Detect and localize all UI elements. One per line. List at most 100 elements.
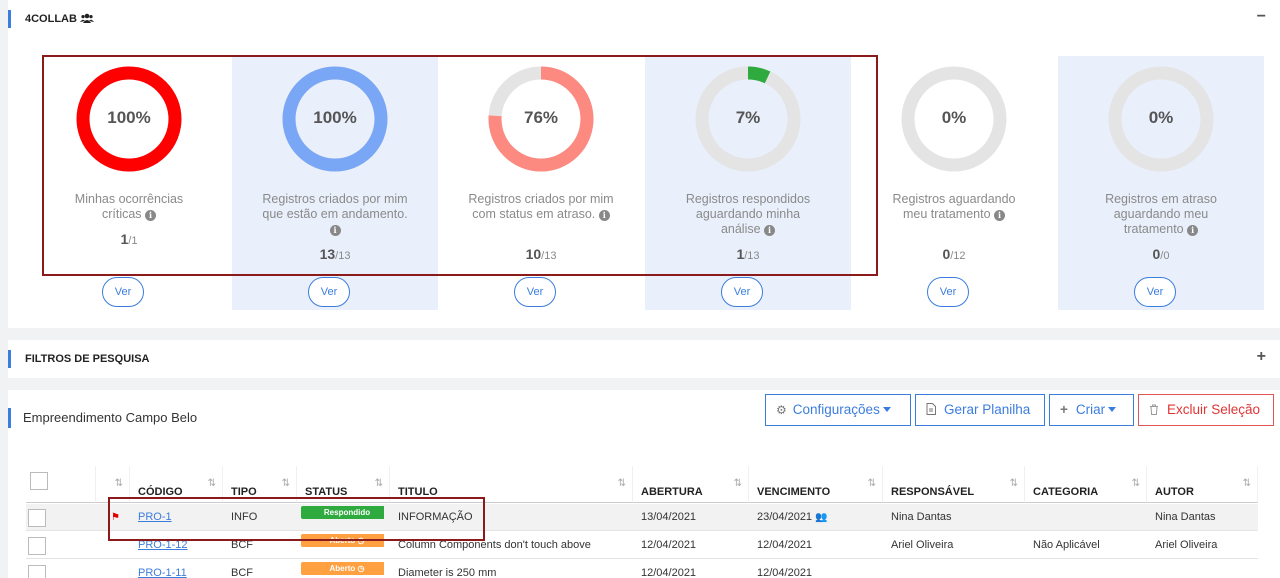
highlight-frame-row [108, 497, 485, 541]
settings-button[interactable]: ⚙ Configurações [765, 394, 911, 426]
dashboard-title: 4COLLAB [25, 13, 95, 25]
generate-spreadsheet-button[interactable]: Gerar Planilha [915, 394, 1045, 426]
card-label-text: Registros aguardando meu tratamento [892, 192, 1016, 221]
percent-value: 100% [107, 108, 151, 127]
view-button[interactable]: Ver [721, 277, 763, 307]
donut-chart [695, 66, 801, 172]
sort-icon[interactable]: ⇅ [617, 478, 626, 489]
highlight-frame-cards [42, 55, 878, 276]
plus-icon: + [1060, 402, 1068, 417]
view-button[interactable]: Ver [1134, 277, 1176, 307]
column-header-label: CATEGORIA [1033, 486, 1099, 498]
code-cell[interactable]: PRO-1-11 [138, 560, 221, 578]
card-label-text: Registros respondidos aguardando minha a… [685, 192, 811, 236]
row-checkbox[interactable] [28, 565, 46, 578]
status-cell: Aberto ◷ [301, 560, 384, 578]
card-label: Registros aguardando meu tratamento i [881, 192, 1027, 222]
donut-chart [1108, 66, 1214, 172]
collapse-button[interactable]: − [1256, 8, 1266, 25]
view-button[interactable]: Ver [102, 277, 144, 307]
author-cell: Nina Dantas [1155, 504, 1256, 531]
create-button[interactable]: + Criar [1049, 394, 1134, 426]
info-icon[interactable]: i [329, 225, 341, 236]
card-label: Registros criados por mim com status em … [468, 192, 614, 222]
opened-cell: 12/04/2021 [641, 532, 747, 559]
info-icon[interactable]: i [994, 210, 1005, 221]
column-header[interactable]: TIPO ⇅ [223, 466, 297, 503]
row-checkbox[interactable] [28, 509, 46, 527]
table-row[interactable]: PRO-1-11 BCF Aberto ◷ Diameter is 250 mm 12/… [26, 560, 1258, 578]
record-link[interactable]: PRO-1-12 [138, 539, 188, 551]
code-cell[interactable]: PRO-1 [138, 504, 221, 531]
column-header[interactable]: ABERTURA ⇅ [633, 466, 749, 503]
title-cell: INFORMAÇÃO [398, 504, 631, 531]
sort-icon[interactable]: ⇅ [374, 478, 383, 489]
donut-chart [901, 66, 1007, 172]
count-value: 0 [942, 246, 951, 262]
card-count: 0/0 [1058, 246, 1264, 262]
category-cell [1033, 560, 1145, 578]
record-link[interactable]: PRO-1-11 [138, 567, 187, 578]
count-value: 1 [736, 246, 745, 262]
view-button[interactable]: Ver [514, 277, 556, 307]
row-checkbox[interactable] [28, 537, 46, 555]
card-label-text: Minhas ocorrências críticas [74, 192, 184, 221]
sort-icon[interactable]: ⇅ [114, 478, 123, 489]
count-total: /13 [541, 250, 557, 262]
info-icon[interactable]: i [1187, 225, 1199, 236]
column-header[interactable]: RESPONSÁVEL ⇅ [883, 466, 1025, 503]
flag-icon: ⚑ [111, 512, 120, 523]
title-cell-text: Diameter is 250 mm [398, 567, 497, 578]
info-icon[interactable]: i [764, 225, 776, 236]
sort-icon[interactable]: ⇅ [1009, 478, 1018, 489]
records-table: ⇅ CÓDIGO ⇅ TIPO ⇅ STATUS ⇅ TITULO ⇅ ABERTURA ⇅ VENC… [26, 466, 1258, 578]
info-icon[interactable]: i [145, 210, 157, 221]
column-header[interactable]: STATUS ⇅ [297, 466, 390, 503]
table-row[interactable]: ⚑ PRO-1 INFO Respondido INFORMAÇÃO 13/04/2021… [26, 504, 1258, 531]
card-count: 10/13 [438, 246, 644, 262]
sort-icon[interactable]: ⇅ [867, 478, 876, 489]
column-header[interactable]: VENCIMENTO ⇅ [749, 466, 883, 503]
sort-icon[interactable]: ⇅ [733, 478, 742, 489]
donut-value-arc [695, 66, 801, 172]
expand-button[interactable]: + [1256, 348, 1266, 365]
title-cell-text: INFORMAÇÃO [398, 511, 473, 523]
column-header[interactable]: CÓDIGO ⇅ [130, 466, 223, 503]
sort-icon[interactable]: ⇅ [1242, 478, 1251, 489]
sort-icon[interactable]: ⇅ [1131, 478, 1140, 489]
column-header-label: AUTOR [1155, 486, 1194, 498]
count-total: /1 [128, 235, 138, 247]
opened-cell-text: 13/04/2021 [641, 511, 697, 523]
column-header-label: TIPO [231, 486, 257, 498]
stat-card: 76% Registros criados por mim com status … [438, 56, 644, 310]
column-header[interactable]: TITULO ⇅ [390, 466, 633, 503]
column-header[interactable]: CATEGORIA ⇅ [1025, 466, 1147, 503]
chevron-down-icon [1108, 407, 1117, 412]
type-cell-text: BCF [231, 539, 253, 551]
responsible-cell [891, 560, 1023, 578]
sort-icon[interactable]: ⇅ [207, 478, 216, 489]
stat-card: 0% Registros em atraso aguardando meu tra… [1058, 56, 1264, 310]
view-button[interactable]: Ver [308, 277, 350, 307]
title-cell: Column Components don't touch above [398, 532, 631, 559]
sort-icon[interactable]: ⇅ [281, 478, 290, 489]
dashboard-header: 4COLLAB − [8, 0, 1280, 38]
record-link[interactable]: PRO-1 [138, 511, 172, 523]
users-icon: 👥 [815, 512, 828, 523]
type-cell-text: INFO [231, 511, 258, 523]
code-cell[interactable]: PRO-1-12 [138, 532, 221, 559]
gear-icon: ⚙ [776, 403, 787, 417]
header-accent [8, 408, 11, 428]
type-cell: BCF [231, 532, 295, 559]
select-all-checkbox[interactable] [30, 472, 48, 490]
card-label-text: Registros criados por mim com status em … [468, 192, 614, 221]
filters-header[interactable]: FILTROS DE PESQUISA + [8, 340, 1280, 378]
table-row[interactable]: PRO-1-12 BCF Aberto ◷ Column Components don… [26, 532, 1258, 559]
delete-selection-button[interactable]: Excluir Seleção [1138, 394, 1274, 426]
info-icon[interactable]: i [598, 210, 610, 221]
column-header[interactable]: AUTOR ⇅ [1147, 466, 1258, 503]
percent-value: 0% [1148, 108, 1174, 127]
percent-value: 0% [941, 108, 967, 127]
view-button[interactable]: Ver [927, 277, 969, 307]
card-count: 13/13 [232, 246, 438, 262]
